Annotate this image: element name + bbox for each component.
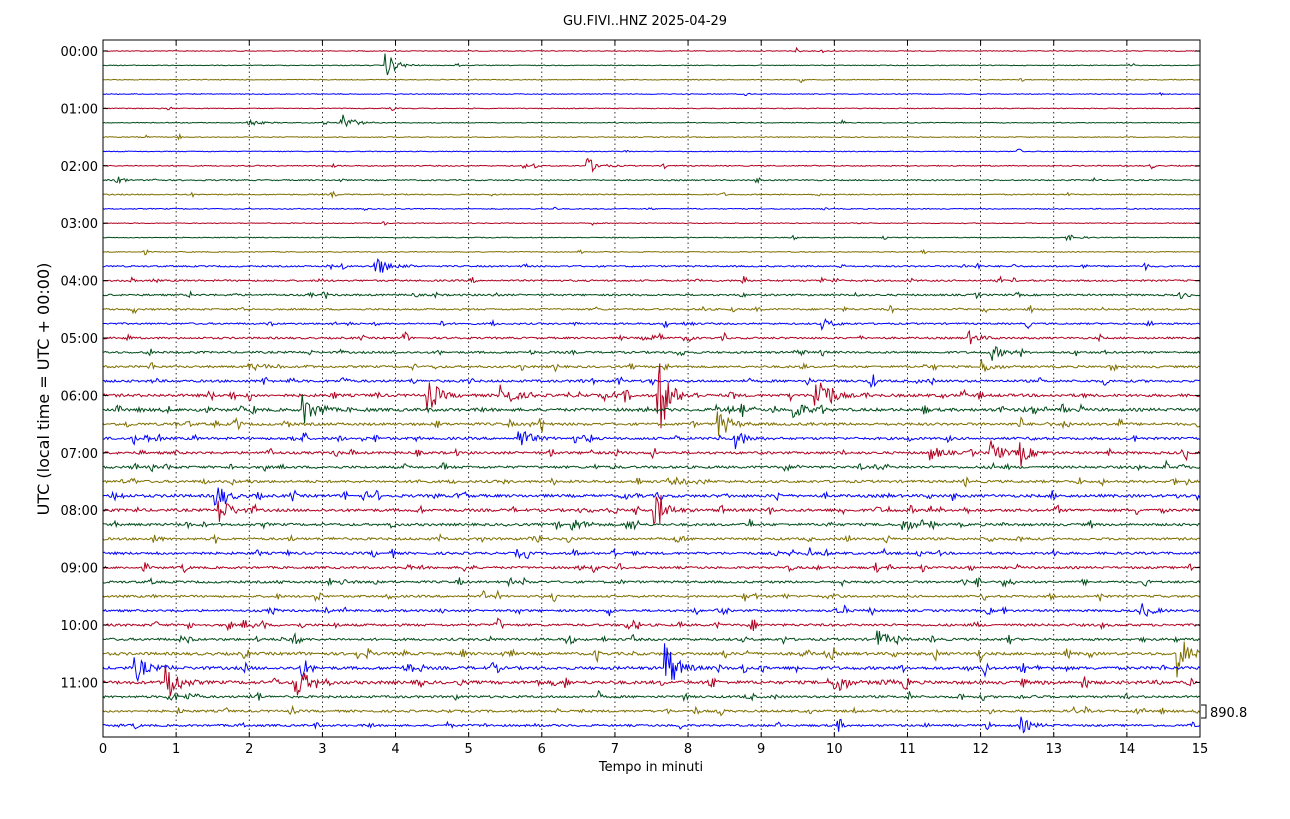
trace-line bbox=[102, 221, 1201, 226]
trace-line bbox=[102, 304, 1201, 315]
x-tick-label: 1 bbox=[172, 742, 180, 757]
x-tick-label: 9 bbox=[757, 742, 765, 757]
trace-line bbox=[102, 114, 1200, 128]
x-tick-label: 7 bbox=[611, 742, 619, 757]
plot-frame bbox=[102, 39, 1201, 738]
trace-line bbox=[103, 46, 1200, 54]
trace-line bbox=[102, 394, 1200, 424]
trace-line bbox=[102, 206, 1200, 212]
y-tick-label: 02:00 bbox=[61, 160, 98, 175]
y-tick-label: 03:00 bbox=[61, 217, 98, 232]
trace-line bbox=[102, 440, 1201, 467]
trace-line bbox=[102, 459, 1201, 473]
y-axis: 00:00 01:00 02:00 03:00 04:00 05:00 06:00 07:00… bbox=[61, 45, 1200, 691]
trace-line bbox=[102, 518, 1200, 532]
x-tick-label: 4 bbox=[391, 742, 399, 757]
scale-bar: 890.8 bbox=[1201, 704, 1247, 721]
trace-line bbox=[102, 106, 1200, 112]
x-tick-label: 15 bbox=[1192, 742, 1209, 757]
trace-line bbox=[102, 487, 1201, 506]
trace-line bbox=[102, 346, 1201, 361]
x-tick-label: 2 bbox=[245, 742, 253, 757]
trace-line bbox=[102, 248, 1200, 256]
y-tick-label: 06:00 bbox=[61, 389, 98, 404]
trace-line bbox=[102, 617, 1201, 632]
trace-line bbox=[102, 576, 1201, 588]
trace-line bbox=[102, 664, 1200, 697]
trace-line bbox=[102, 275, 1201, 285]
trace-line bbox=[103, 258, 1201, 273]
trace-line bbox=[103, 641, 1201, 678]
trace-line bbox=[102, 92, 1200, 97]
y-axis-label: UTC (local time = UTC + 00:00) bbox=[34, 263, 53, 516]
trace-line bbox=[102, 363, 1200, 429]
trace-line bbox=[102, 589, 1201, 603]
trace-line bbox=[102, 494, 1200, 526]
y-tick-label: 05:00 bbox=[61, 332, 98, 347]
trace-line bbox=[102, 329, 1201, 345]
y-tick-label: 11:00 bbox=[61, 676, 98, 691]
y-tick-label: 09:00 bbox=[61, 562, 98, 577]
y-tick-label: 01:00 bbox=[61, 102, 98, 117]
trace-line bbox=[102, 176, 1200, 185]
scale-label: 890.8 bbox=[1210, 706, 1247, 721]
x-tick-label: 14 bbox=[1119, 742, 1136, 757]
x-tick-label: 6 bbox=[538, 742, 546, 757]
trace-line bbox=[102, 317, 1201, 331]
x-tick-label: 11 bbox=[899, 742, 916, 757]
y-tick-label: 04:00 bbox=[61, 275, 98, 290]
traces bbox=[102, 46, 1201, 734]
trace-line bbox=[102, 630, 1201, 646]
x-tick-label: 5 bbox=[465, 742, 473, 757]
y-tick-label: 08:00 bbox=[61, 504, 98, 519]
trace-line bbox=[102, 190, 1200, 199]
trace-line bbox=[102, 359, 1200, 373]
trace-line bbox=[102, 157, 1200, 173]
y-tick-label: 00:00 bbox=[61, 45, 98, 60]
x-tick-label: 0 bbox=[99, 742, 107, 757]
y-tick-label: 10:00 bbox=[61, 619, 98, 634]
trace-line bbox=[102, 234, 1201, 242]
x-tick-label: 8 bbox=[684, 742, 692, 757]
trace-line bbox=[102, 374, 1201, 389]
chart-title: GU.FIVI..HNZ 2025-04-29 bbox=[563, 14, 727, 29]
x-tick-label: 13 bbox=[1045, 742, 1062, 757]
y-tick-label: 07:00 bbox=[61, 447, 98, 462]
trace-line bbox=[102, 716, 1201, 734]
trace-line bbox=[102, 547, 1201, 560]
trace-line bbox=[102, 411, 1201, 436]
vertical-grid bbox=[175, 40, 1128, 737]
trace-line bbox=[102, 533, 1201, 544]
trace-line bbox=[102, 562, 1200, 574]
trace-line bbox=[102, 643, 1201, 683]
trace-line bbox=[102, 132, 1200, 141]
trace-line bbox=[102, 77, 1200, 84]
trace-line bbox=[102, 148, 1200, 153]
trace-line bbox=[102, 704, 1201, 717]
x-axis-label: Tempo in minuti bbox=[598, 760, 703, 775]
trace-line bbox=[102, 689, 1200, 703]
x-tick-label: 12 bbox=[972, 742, 989, 757]
x-tick-label: 10 bbox=[826, 742, 843, 757]
trace-line bbox=[102, 431, 1201, 450]
trace-line bbox=[102, 603, 1201, 617]
x-axis: 0 1 2 3 4 5 6 7 8 9 10 11 12 13 14 15 bbox=[99, 40, 1208, 757]
trace-line bbox=[102, 53, 1200, 76]
x-tick-label: 3 bbox=[318, 742, 326, 757]
trace-line bbox=[102, 290, 1200, 300]
trace-line bbox=[102, 476, 1201, 488]
